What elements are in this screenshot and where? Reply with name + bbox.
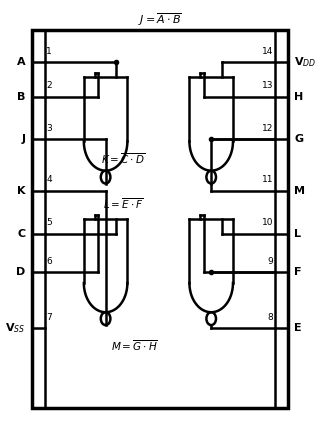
Text: L: L xyxy=(294,229,301,239)
Text: 6: 6 xyxy=(46,257,52,266)
Text: 5: 5 xyxy=(46,218,52,227)
Text: 4: 4 xyxy=(46,175,52,184)
Bar xyxy=(32,30,288,408)
Text: D: D xyxy=(16,267,26,278)
Text: V$_{DD}$: V$_{DD}$ xyxy=(294,55,317,69)
Text: 1: 1 xyxy=(46,47,52,56)
Text: M: M xyxy=(294,186,305,196)
Text: H: H xyxy=(294,91,304,102)
Text: 3: 3 xyxy=(46,124,52,133)
Text: 7: 7 xyxy=(46,313,52,322)
Text: B: B xyxy=(17,91,26,102)
Text: A: A xyxy=(17,57,26,67)
Text: 9: 9 xyxy=(268,257,274,266)
Text: 13: 13 xyxy=(262,81,274,90)
Text: G: G xyxy=(294,134,304,145)
Text: $J = \overline{A \cdot B}$: $J = \overline{A \cdot B}$ xyxy=(138,11,182,28)
Text: 12: 12 xyxy=(262,124,274,133)
Text: K: K xyxy=(17,186,26,196)
Text: 11: 11 xyxy=(262,175,274,184)
Text: 14: 14 xyxy=(262,47,274,56)
Text: $L = \overline{E \cdot F}$: $L = \overline{E \cdot F}$ xyxy=(103,196,143,211)
Text: J: J xyxy=(22,134,26,145)
Text: C: C xyxy=(18,229,26,239)
Text: 8: 8 xyxy=(268,313,274,322)
Text: F: F xyxy=(294,267,302,278)
Text: E: E xyxy=(294,323,302,333)
Text: $K = \overline{C \cdot D}$: $K = \overline{C \cdot D}$ xyxy=(101,151,145,166)
Text: $M = \overline{G \cdot H}$: $M = \overline{G \cdot H}$ xyxy=(111,338,158,353)
Text: V$_{SS}$: V$_{SS}$ xyxy=(5,321,26,335)
Text: 10: 10 xyxy=(262,218,274,227)
Text: 2: 2 xyxy=(46,81,52,90)
